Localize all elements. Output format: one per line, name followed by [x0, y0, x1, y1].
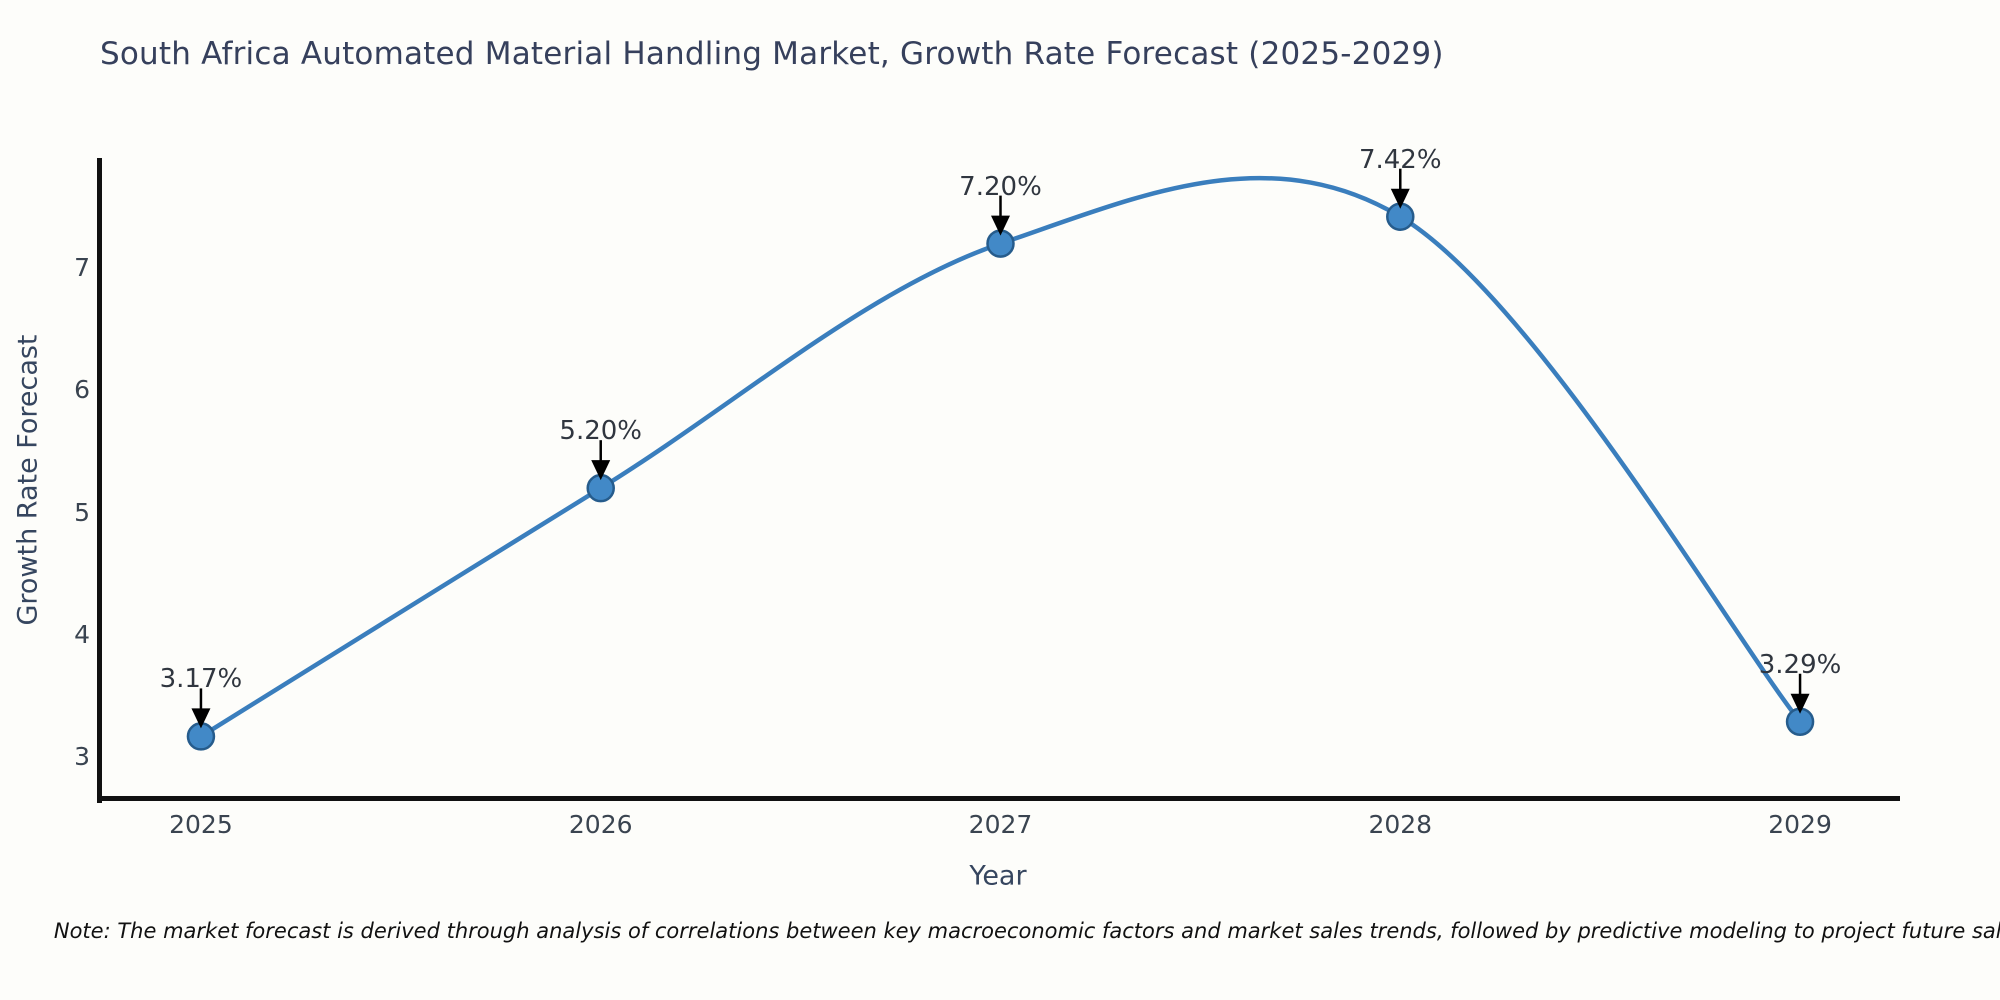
x-tick-label-2028: 2028 [1368, 810, 1433, 839]
x-tick-label-2027: 2027 [968, 810, 1033, 839]
x-axis-title: Year [969, 860, 1027, 892]
y-tick-label-6: 6 [74, 375, 90, 405]
annotation-2029: 3.29% [1758, 649, 1842, 680]
annotation-arrow-head-2025 [191, 708, 211, 729]
x-tick-label-2025: 2025 [169, 810, 233, 839]
annotation-arrow-head-2028 [1390, 188, 1410, 209]
growth-rate-line [198, 175, 1803, 739]
annotation-2025: 3.17% [159, 664, 243, 695]
annotation-arrow-head-2029 [1790, 693, 1810, 714]
x-tick-label-2029: 2029 [1768, 810, 1832, 839]
annotation-2026: 5.20% [559, 416, 643, 447]
annotation-2028: 7.42% [1358, 144, 1442, 175]
annotation-arrow-head-2026 [591, 460, 611, 481]
y-axis-spine [97, 158, 102, 803]
x-tick-label-2026: 2026 [568, 810, 633, 839]
y-axis-title: Growth Rate Forecast [12, 334, 44, 626]
footnote: Note: The market forecast is derived thr… [53, 919, 2000, 943]
y-tick-label-7: 7 [74, 253, 90, 283]
y-tick-label-4: 4 [74, 619, 90, 649]
chart-title: South Africa Automated Material Handling… [100, 36, 1444, 72]
annotation-2027: 7.20% [959, 171, 1042, 202]
x-axis-spine [97, 796, 1900, 801]
y-tick-label-3: 3 [74, 742, 90, 772]
annotation-arrow-head-2027 [990, 215, 1010, 236]
y-tick-label-5: 5 [74, 497, 90, 527]
